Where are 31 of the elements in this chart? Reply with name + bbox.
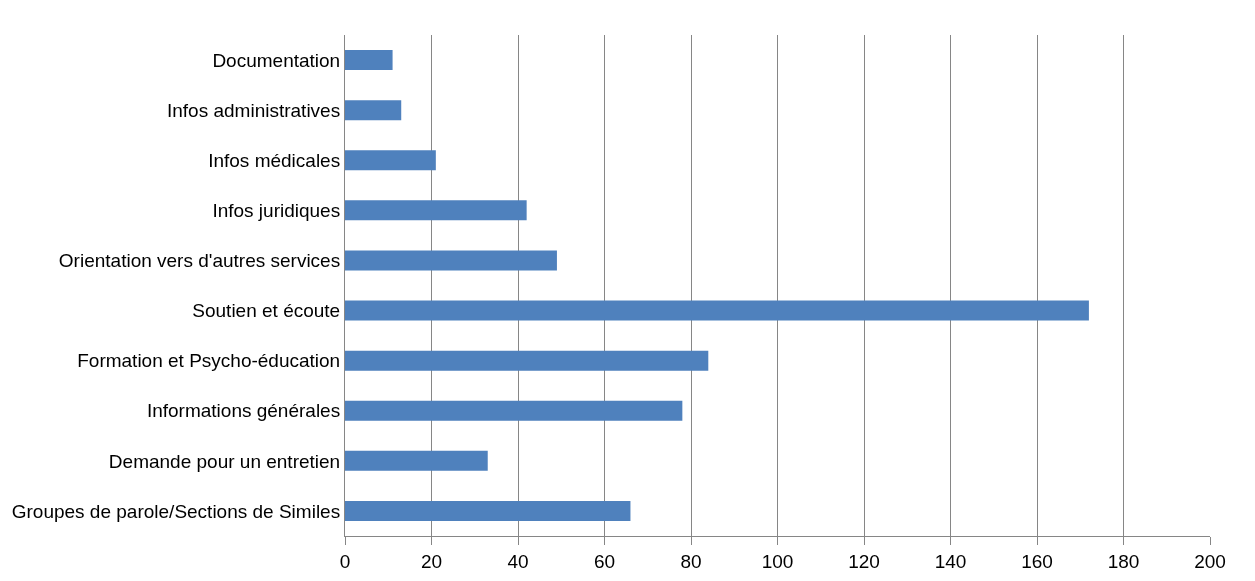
- x-tick-label: 40: [507, 550, 529, 572]
- x-tick-label: 60: [593, 550, 616, 572]
- bar: [345, 200, 527, 221]
- y-tick-label: Formation et Psycho-éducation: [77, 350, 341, 372]
- y-tick-label: Orientation vers d'autres services: [58, 250, 341, 272]
- x-tick-label: 20: [420, 550, 443, 572]
- x-tick-label: 200: [1194, 550, 1226, 572]
- y-tick-label: Infos juridiques: [212, 200, 341, 221]
- y-tick-label: Demande pour un entretien: [108, 450, 341, 472]
- bar: [345, 450, 488, 471]
- y-tick-label: Groupes de parole/Sections de Similes: [11, 500, 341, 522]
- y-tick-label: Infos médicales: [208, 149, 341, 171]
- y-tick-label: Documentation: [212, 49, 341, 71]
- bar: [345, 50, 393, 71]
- y-tick-label: Infos administratives: [167, 99, 341, 121]
- y-tick-label: Soutien et écoute: [192, 300, 341, 322]
- bar: [345, 250, 557, 271]
- x-tick-label: 180: [1107, 550, 1140, 572]
- x-tick-label: 120: [848, 550, 880, 572]
- bar: [345, 400, 683, 421]
- bar: [345, 350, 709, 371]
- bar: [345, 100, 402, 121]
- x-tick-label: 100: [761, 550, 794, 572]
- y-tick-label: Informations générales: [146, 400, 341, 422]
- x-tick-label: 80: [680, 550, 702, 572]
- x-tick-label: 140: [934, 550, 967, 572]
- x-tick-label: 160: [1021, 550, 1053, 572]
- bar: [345, 500, 631, 521]
- bar: [345, 300, 1089, 321]
- bar: [345, 150, 436, 171]
- x-tick-label: 0: [339, 550, 351, 572]
